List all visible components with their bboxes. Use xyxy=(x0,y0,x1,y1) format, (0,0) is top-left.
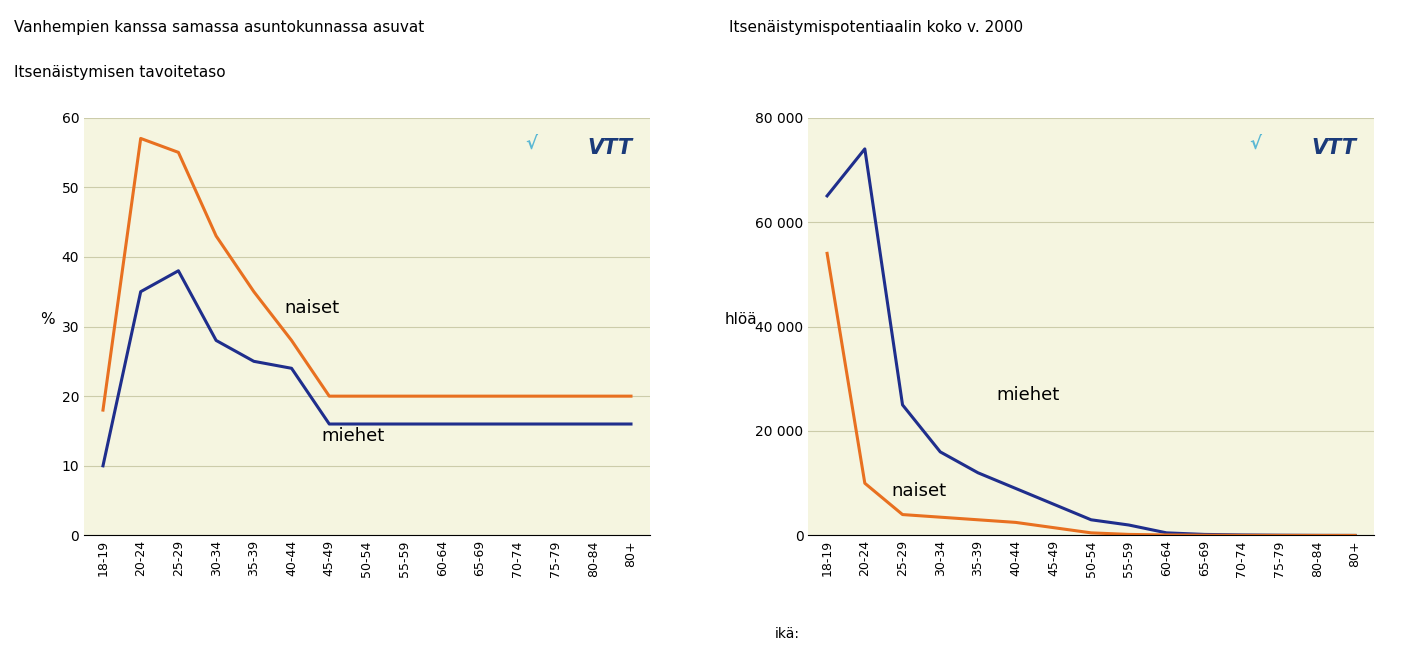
Text: VTT: VTT xyxy=(587,138,632,159)
Text: ikä:: ikä: xyxy=(774,628,799,641)
Text: naiset: naiset xyxy=(285,298,339,317)
Text: Vanhempien kanssa samassa asuntokunnassa asuvat: Vanhempien kanssa samassa asuntokunnassa… xyxy=(14,20,425,35)
Y-axis label: %: % xyxy=(41,311,55,326)
Text: VTT: VTT xyxy=(1312,138,1357,159)
Y-axis label: hlöä: hlöä xyxy=(725,311,757,326)
Text: Itsenäistymispotentiaalin koko v. 2000: Itsenäistymispotentiaalin koko v. 2000 xyxy=(729,20,1023,35)
Text: √: √ xyxy=(1249,135,1262,152)
Text: naiset: naiset xyxy=(892,483,946,500)
Text: miehet: miehet xyxy=(321,428,386,445)
Text: Itsenäistymisen tavoitetaso: Itsenäistymisen tavoitetaso xyxy=(14,65,226,80)
Text: miehet: miehet xyxy=(997,386,1060,404)
Text: √: √ xyxy=(526,135,537,152)
